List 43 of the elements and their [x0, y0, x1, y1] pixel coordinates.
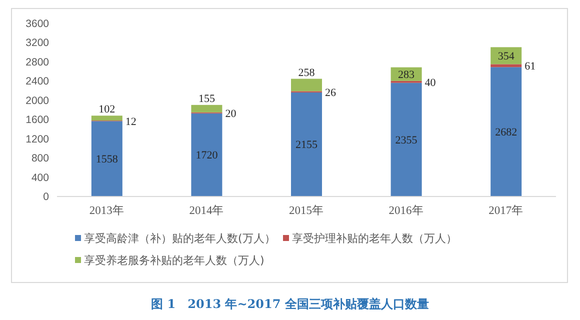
- y-tick-label: 2000: [26, 94, 50, 107]
- y-tick-label: 1600: [26, 114, 50, 126]
- data-label: 12: [125, 116, 136, 128]
- y-tick-label: 400: [31, 172, 50, 184]
- bar: [490, 67, 522, 196]
- x-tick-label: 2017年: [488, 204, 524, 217]
- text: 图 1 2013 年~2017 全国三项补贴覆盖人口数量: [151, 297, 429, 311]
- data-label: 155: [198, 92, 216, 105]
- y-tick-label: 3600: [26, 18, 50, 30]
- legend-label: 享受高龄津（补）贴的老年人数(万人）: [84, 232, 276, 245]
- data-label: 2682: [495, 126, 518, 139]
- y-tick-label: 0: [43, 191, 50, 203]
- data-label: 26: [325, 86, 336, 99]
- legend-label: 享受养老服务补贴的老年人数（万人): [84, 254, 264, 267]
- y-tick-label: 2400: [26, 76, 50, 88]
- bar: [291, 92, 322, 196]
- bar: [91, 116, 122, 121]
- data-label: 102: [98, 104, 116, 116]
- bar: [91, 121, 122, 196]
- bar: [490, 64, 522, 68]
- y-tick-label: 2800: [26, 56, 50, 68]
- x-tick-label: 2014年: [189, 204, 224, 217]
- bar: [291, 78, 322, 92]
- y-tick-label: 1200: [26, 133, 50, 146]
- legend-label: 享受护理补贴的老年人数（万人）: [292, 232, 457, 245]
- data-label: 61: [524, 60, 536, 73]
- bar: [191, 113, 222, 196]
- x-tick-label: 2013年: [89, 204, 124, 217]
- data-label: 283: [398, 69, 416, 82]
- x-tick-label: 2015年: [289, 204, 324, 217]
- data-label: 2355: [395, 134, 418, 146]
- x-tick-label: 2016年: [388, 204, 424, 217]
- data-label: 20: [225, 108, 237, 120]
- y-tick-label: 800: [31, 152, 50, 165]
- data-label: 1558: [96, 154, 118, 166]
- data-label: 354: [498, 50, 515, 63]
- bar: [390, 82, 422, 196]
- data-label: 1720: [196, 150, 218, 162]
- data-label: 40: [424, 76, 436, 89]
- data-label: 258: [298, 66, 316, 79]
- bar: [191, 104, 222, 112]
- y-tick-label: 3200: [26, 37, 50, 50]
- data-label: 2155: [296, 139, 318, 152]
